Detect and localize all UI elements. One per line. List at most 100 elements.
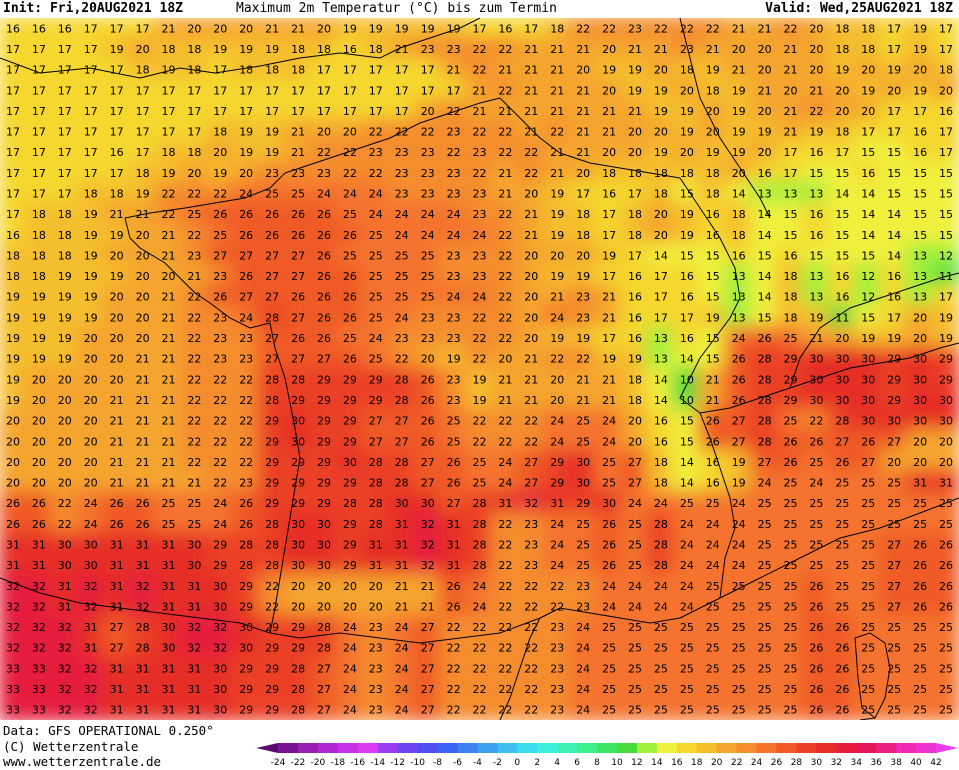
legend-swatch: [397, 743, 419, 753]
temperature-value: 14: [758, 291, 772, 304]
temperature-cell: [205, 263, 236, 289]
temperature-cell: [283, 160, 313, 186]
temperature-value: 22: [239, 415, 253, 428]
legend-swatch: [776, 743, 797, 753]
temperature-value: 26: [447, 600, 461, 613]
temperature-cell: [231, 98, 262, 124]
temperature-value: 20: [524, 188, 538, 201]
temperature-value: 29: [291, 456, 305, 469]
temperature-cell: [931, 98, 959, 124]
temperature-value: 20: [524, 291, 538, 304]
temperature-value: 19: [84, 229, 98, 242]
temperature-value: 33: [32, 662, 46, 675]
temperature-value: 32: [6, 642, 20, 655]
temperature-value: 25: [421, 270, 435, 283]
temperature-cell: [516, 284, 547, 309]
temperature-cell: [49, 98, 80, 124]
temperature-cell: [853, 77, 884, 103]
temperature-value: 19: [239, 43, 253, 56]
temperature-value: 19: [58, 353, 72, 366]
temperature-value: 23: [213, 353, 227, 366]
temperature-value: 20: [58, 373, 72, 386]
temperature-value: 23: [395, 332, 409, 345]
temperature-value: 19: [809, 126, 823, 139]
legend-swatch: [876, 743, 897, 753]
temperature-value: 31: [162, 704, 176, 717]
temperature-cell: [697, 181, 728, 206]
temperature-value: 16: [110, 146, 124, 159]
legend-tick-label: -22: [291, 758, 306, 768]
temperature-value: 22: [498, 621, 512, 634]
temperature-value: 30: [187, 539, 201, 552]
legend-tick-label: -18: [330, 758, 345, 768]
temperature-value: 20: [835, 105, 849, 118]
temperature-value: 21: [162, 229, 176, 242]
temperature-cell: [697, 243, 728, 268]
temperature-value: 20: [706, 126, 720, 139]
legend-tick-label: -16: [350, 758, 365, 768]
temperature-value: 21: [395, 43, 409, 56]
temperature-value: 20: [861, 105, 875, 118]
temperature-value: 26: [317, 208, 331, 221]
temperature-value: 22: [602, 22, 616, 35]
legend-tick-label: 26: [771, 758, 783, 768]
temperature-value: 23: [213, 332, 227, 345]
temperature-cell: [723, 18, 754, 41]
temperature-cell: [749, 36, 780, 62]
temperature-value: 20: [84, 353, 98, 366]
website-link[interactable]: www.wetterzentrale.de: [3, 754, 162, 769]
temperature-value: 21: [162, 415, 176, 428]
temperature-value: 28: [291, 662, 305, 675]
temperature-cell: [620, 36, 650, 62]
temperature-value: 16: [680, 332, 694, 345]
temperature-value: 17: [162, 105, 176, 118]
temperature-value: 15: [913, 229, 927, 242]
temperature-value: 23: [317, 167, 331, 180]
temperature-cell: [801, 18, 832, 41]
temperature-cell: [516, 243, 547, 268]
temperature-value: 26: [835, 704, 849, 717]
temperature-value: 18: [58, 249, 72, 262]
temperature-cell: [905, 18, 936, 41]
temperature-cell: [438, 36, 469, 62]
temperature-value: 16: [6, 22, 20, 35]
temperature-value: 17: [110, 84, 124, 97]
temperature-cell: [309, 160, 339, 186]
temperature-value: 21: [524, 43, 538, 56]
temperature-cell: [594, 243, 624, 268]
temperature-cell: [283, 181, 313, 206]
legend-swatch: [636, 743, 658, 753]
temperature-value: 21: [162, 477, 176, 490]
temperature-value: 31: [447, 539, 461, 552]
temperature-value: 28: [758, 353, 772, 366]
temperature-value: 30: [213, 580, 227, 593]
temperature-value: 19: [447, 22, 461, 35]
temperature-value: 31: [110, 600, 124, 613]
temperature-value: 25: [628, 518, 642, 531]
temperature-value: 21: [628, 105, 642, 118]
temperature-value: 13: [809, 270, 823, 283]
temperature-value: 26: [913, 539, 927, 552]
temperature-cell: [334, 325, 365, 351]
temperature-value: 31: [110, 662, 124, 675]
temperature-value: 21: [784, 43, 798, 56]
temperature-value: 30: [291, 559, 305, 572]
temperature-value: 30: [395, 497, 409, 510]
temperature-cell: [179, 36, 210, 62]
temperature-value: 21: [524, 373, 538, 386]
temperature-cell: [309, 181, 339, 206]
temperature-value: 17: [6, 126, 20, 139]
temperature-value: 20: [913, 311, 927, 324]
temperature-value: 19: [110, 43, 124, 56]
temperature-cell: [257, 139, 288, 165]
temperature-value: 20: [628, 126, 642, 139]
temperature-value: 21: [498, 394, 512, 407]
temperature-cell: [542, 77, 573, 103]
temperature-value: 26: [136, 518, 150, 531]
temperature-cell: [853, 160, 884, 186]
temperature-cell: [283, 77, 313, 103]
temperature-value: 20: [6, 415, 20, 428]
temperature-cell: [75, 367, 106, 392]
temperature-cell: [801, 139, 832, 165]
temperature-value: 17: [680, 311, 694, 324]
